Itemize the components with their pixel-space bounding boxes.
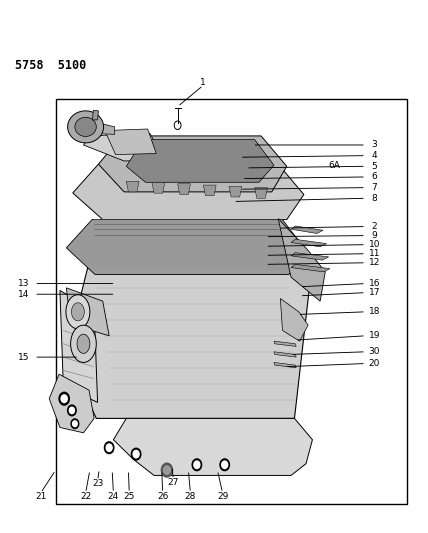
Circle shape xyxy=(131,448,141,460)
Text: 29: 29 xyxy=(217,492,228,501)
Polygon shape xyxy=(71,303,84,321)
Text: 6A: 6A xyxy=(328,161,340,169)
Text: 9: 9 xyxy=(372,231,377,240)
Polygon shape xyxy=(126,140,274,182)
Text: 19: 19 xyxy=(369,332,380,340)
Circle shape xyxy=(163,466,170,474)
Text: 22: 22 xyxy=(80,492,91,501)
Text: 17: 17 xyxy=(369,288,380,297)
Circle shape xyxy=(222,461,228,469)
Text: 3: 3 xyxy=(372,141,377,149)
Polygon shape xyxy=(83,133,165,161)
Polygon shape xyxy=(274,341,296,346)
Text: 10: 10 xyxy=(369,240,380,249)
Circle shape xyxy=(106,444,112,451)
Polygon shape xyxy=(229,187,242,197)
Text: 28: 28 xyxy=(185,492,196,501)
Polygon shape xyxy=(274,352,296,357)
Polygon shape xyxy=(98,136,287,192)
Text: 1: 1 xyxy=(200,78,206,87)
Circle shape xyxy=(133,450,139,458)
Text: 26: 26 xyxy=(157,492,168,501)
Polygon shape xyxy=(105,129,156,155)
Circle shape xyxy=(69,407,74,414)
Text: 23: 23 xyxy=(92,480,103,488)
Circle shape xyxy=(194,461,200,469)
Text: 14: 14 xyxy=(18,290,29,298)
Polygon shape xyxy=(66,288,109,336)
Circle shape xyxy=(192,459,202,471)
Circle shape xyxy=(59,392,69,405)
Polygon shape xyxy=(68,111,104,143)
Circle shape xyxy=(73,421,77,426)
Polygon shape xyxy=(291,226,323,233)
Text: 6: 6 xyxy=(372,173,377,181)
Text: 4: 4 xyxy=(372,151,377,160)
Text: 5: 5 xyxy=(372,162,377,171)
Text: 12: 12 xyxy=(369,259,380,267)
Text: 25: 25 xyxy=(124,492,135,501)
Text: 15: 15 xyxy=(18,353,29,361)
Polygon shape xyxy=(66,220,306,274)
Polygon shape xyxy=(66,295,90,329)
Polygon shape xyxy=(291,264,330,272)
Polygon shape xyxy=(75,117,96,136)
Text: 13: 13 xyxy=(18,279,29,288)
Text: 8: 8 xyxy=(372,194,377,203)
Polygon shape xyxy=(126,181,139,192)
Polygon shape xyxy=(92,110,98,120)
Polygon shape xyxy=(86,120,115,134)
Circle shape xyxy=(68,405,76,416)
Polygon shape xyxy=(71,325,96,362)
Polygon shape xyxy=(203,185,216,196)
Text: 2: 2 xyxy=(372,222,377,231)
Text: 16: 16 xyxy=(369,279,380,288)
Text: 30: 30 xyxy=(369,348,380,356)
Polygon shape xyxy=(291,253,329,260)
Text: 21: 21 xyxy=(35,492,46,501)
Circle shape xyxy=(104,442,114,454)
Text: 11: 11 xyxy=(369,249,380,258)
Polygon shape xyxy=(280,298,308,341)
Polygon shape xyxy=(255,188,268,198)
Polygon shape xyxy=(274,362,296,368)
Circle shape xyxy=(61,395,67,402)
Bar xyxy=(56,99,407,504)
Polygon shape xyxy=(278,219,325,301)
Text: 5758  5100: 5758 5100 xyxy=(15,59,86,72)
Polygon shape xyxy=(77,334,90,353)
Polygon shape xyxy=(178,184,190,195)
Text: 27: 27 xyxy=(168,478,179,487)
Polygon shape xyxy=(73,164,304,220)
Polygon shape xyxy=(60,290,98,402)
Text: 20: 20 xyxy=(369,359,380,368)
Text: 24: 24 xyxy=(108,492,119,501)
Text: 18: 18 xyxy=(369,308,380,316)
Polygon shape xyxy=(49,374,94,433)
Polygon shape xyxy=(66,251,310,418)
Text: 7: 7 xyxy=(372,183,377,192)
Circle shape xyxy=(71,419,79,429)
Circle shape xyxy=(220,459,229,471)
Polygon shape xyxy=(113,418,312,475)
Polygon shape xyxy=(152,182,165,193)
Polygon shape xyxy=(291,239,327,247)
Circle shape xyxy=(161,463,172,477)
